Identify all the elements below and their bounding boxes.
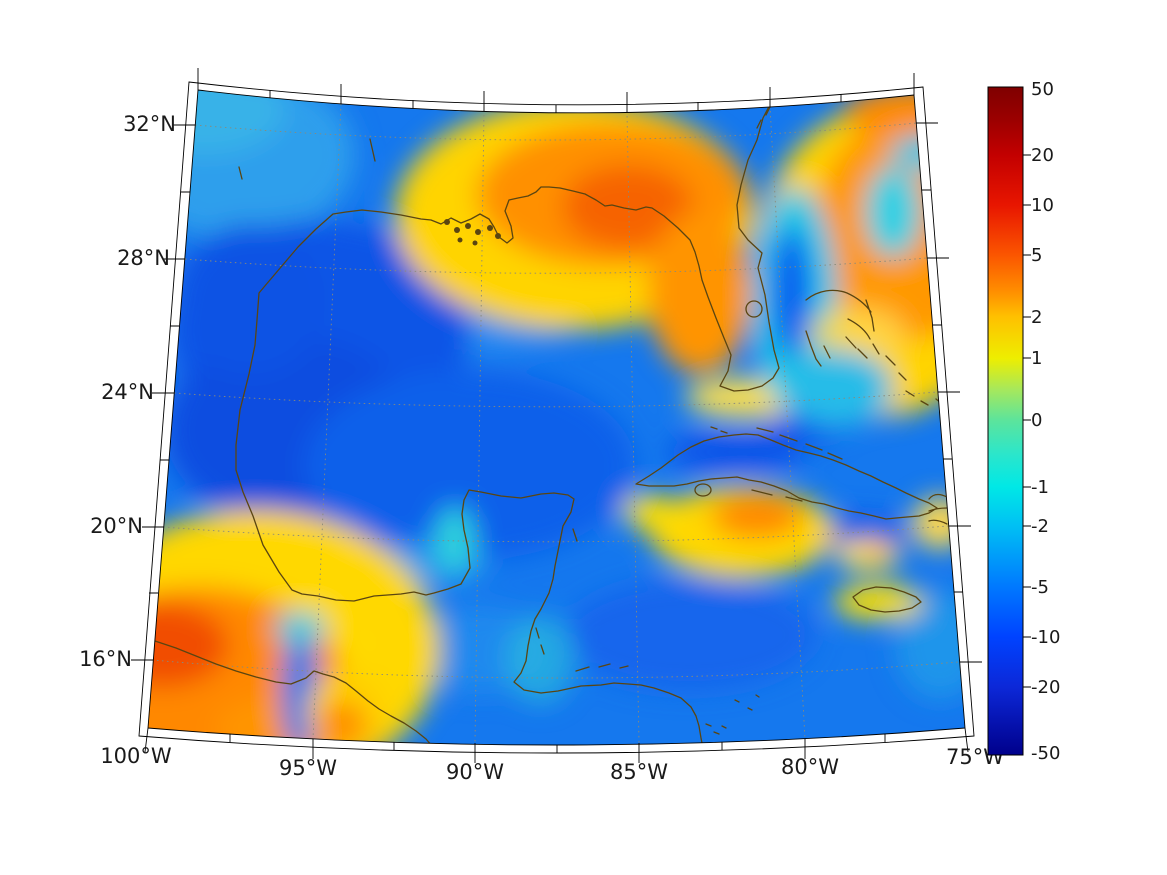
- cb-label-m20: -20: [1031, 677, 1060, 698]
- left-edge-ticks: [131, 124, 195, 661]
- cb-label-0: 0: [1031, 410, 1042, 431]
- mississippi-delta-marsh: [444, 219, 501, 246]
- cb-label-50: 50: [1031, 79, 1054, 100]
- cb-label-1: 1: [1031, 348, 1042, 369]
- coast-belize-cays: [535, 627, 545, 655]
- latitude-labels: 32°N 28°N 24°N 20°N 16°N: [79, 112, 176, 671]
- colorbar: 50 20 10 5 2 1 0 -1 -2 -5 -10 -20 -50: [987, 79, 1060, 764]
- longitude-labels: 100°W 95°W 90°W 85°W 80°W 75°W: [100, 744, 1004, 784]
- coast-honduras-islands: [575, 663, 629, 672]
- colorbar-gradient: [987, 86, 1024, 756]
- coastlines: [151, 94, 948, 745]
- colorbar-labels: 50 20 10 5 2 1 0 -1 -2 -5 -10 -20 -50: [1031, 79, 1060, 764]
- lon-label-85w: 85°W: [610, 760, 668, 784]
- coast-cuba-keys: [751, 427, 843, 502]
- lat-label-28n: 28°N: [117, 246, 170, 270]
- lon-label-80w: 80°W: [781, 755, 839, 779]
- coast-jamaica: [852, 586, 922, 613]
- meridian-95w: [312, 103, 342, 740]
- coast-gulf-atlantic: [235, 94, 780, 745]
- parallel-24n: [173, 391, 939, 408]
- cb-label-5: 5: [1031, 245, 1042, 266]
- frame-ticks: [131, 68, 982, 763]
- cb-label-m2: -2: [1031, 516, 1049, 537]
- cb-label-m1: -1: [1031, 477, 1049, 498]
- parallel-28n: [184, 257, 928, 274]
- inland-lakes: [238, 138, 376, 180]
- parallel-16n: [151, 659, 959, 679]
- meridian-80w: [769, 105, 806, 740]
- bottom-edge-ticks: [144, 727, 969, 763]
- coast-cay-sal: [710, 426, 728, 434]
- coast-cozumel: [572, 528, 578, 542]
- lake-okeechobee: [745, 300, 763, 318]
- coast-pacific: [151, 639, 434, 745]
- cb-label-m50: -50: [1031, 743, 1060, 764]
- coast-hispaniola: [928, 493, 948, 525]
- cb-label-m5: -5: [1031, 577, 1049, 598]
- map-boundary: [147, 89, 966, 746]
- cb-label-10: 10: [1031, 195, 1054, 216]
- lat-label-24n: 24°N: [101, 380, 154, 404]
- lat-label-32n: 32°N: [123, 112, 176, 136]
- cb-label-20: 20: [1031, 145, 1054, 166]
- lat-label-20n: 20°N: [90, 514, 143, 538]
- coast-georgia-islands: [756, 106, 771, 129]
- coast-nicaragua-cays: [705, 694, 760, 735]
- top-edge-ticks: [197, 68, 915, 113]
- meridian-85w: [626, 110, 640, 744]
- cb-label-m10: -10: [1031, 627, 1060, 648]
- cb-label-2: 2: [1031, 307, 1042, 328]
- coast-cuba: [635, 433, 938, 520]
- map-field: [148, 90, 965, 745]
- lon-label-100w: 100°W: [100, 744, 172, 768]
- colorbar-tick-marks: [1023, 154, 1031, 688]
- lat-label-16n: 16°N: [79, 647, 132, 671]
- coast-isla-juventud: [694, 483, 712, 497]
- coast-bahamas: [805, 289, 942, 406]
- right-edge-ticks: [916, 122, 982, 663]
- lon-label-90w: 90°W: [446, 760, 504, 784]
- lon-label-95w: 95°W: [279, 756, 337, 780]
- parallel-32n: [194, 122, 918, 141]
